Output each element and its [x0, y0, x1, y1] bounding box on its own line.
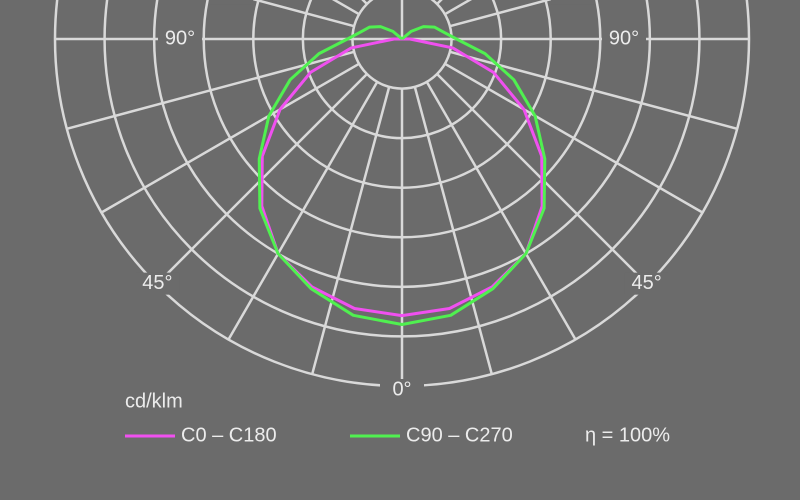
tick-label-bg [380, 379, 424, 401]
grid-spoke [227, 81, 379, 341]
theta-tick-label: 0° [392, 378, 411, 400]
labels: 105° 90° 45° 0° 45° 90° 105° [135, 0, 669, 401]
grid-spoke [413, 86, 494, 375]
theta-tick-label: 105° [552, 0, 593, 3]
theta-tick-label: 90° [609, 27, 639, 49]
legend-label: C0 – C180 [181, 424, 277, 446]
unit-label: cd/klm [125, 390, 183, 412]
tick-label-bg [158, 28, 202, 50]
grid-spoke [449, 0, 553, 28]
theta-tick-label: 45° [142, 272, 172, 294]
grid-spoke [310, 86, 391, 375]
theta-tick-label: 105° [210, 0, 251, 3]
intensity-curve [257, 25, 547, 327]
annotation: η = 100% [585, 424, 670, 446]
grid-spoke [425, 81, 577, 341]
legend-label: C90 – C270 [406, 424, 513, 446]
tick-label-bg [209, 0, 254, 5]
grid [53, 0, 751, 388]
theta-tick-label: 45° [632, 272, 662, 294]
grid-spoke [100, 62, 360, 214]
grid-spoke [444, 62, 704, 214]
tick-label-bg [602, 28, 646, 50]
tick-label-bg [135, 272, 180, 295]
theta-tick-label: 90° [165, 27, 195, 49]
curves [257, 25, 547, 327]
tick-label-bg [624, 272, 669, 295]
intensity-curve [260, 37, 544, 318]
grid-spoke [251, 0, 355, 28]
tick-label-bg [550, 0, 595, 5]
